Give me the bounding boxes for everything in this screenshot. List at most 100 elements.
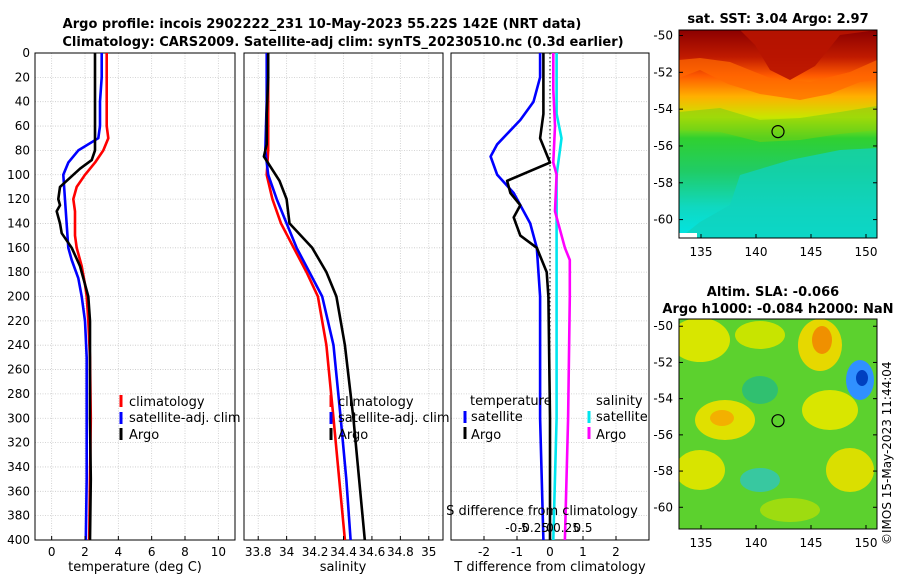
- legend-satellite: satellite-adj. clim: [338, 411, 450, 426]
- sst-argo-marker: [771, 125, 785, 139]
- x-tick-label: 0: [546, 545, 554, 559]
- y-tick-label: 140: [7, 216, 30, 230]
- temperature-series: [55, 53, 110, 541]
- map-y-tick-label: -50: [653, 29, 673, 43]
- x-tick-label: 8: [181, 545, 189, 559]
- sst-map-title: sat. SST: 3.04 Argo: 2.97: [687, 12, 868, 27]
- map-y-tick-label: -52: [653, 65, 673, 79]
- series-line-t-argo: [505, 53, 552, 540]
- x-tick-label: -2: [478, 545, 490, 559]
- y-tick-label: 40: [15, 95, 30, 109]
- legend-satellite: satellite-adj. clim: [129, 411, 241, 426]
- map-x-tick-label: 150: [855, 245, 878, 259]
- sla-anomaly: [740, 468, 780, 492]
- legend-climatology: climatology: [338, 395, 414, 410]
- y-tick-label: 240: [7, 338, 30, 352]
- x-tick-label: 1: [579, 545, 587, 559]
- sla-argo-marker: [771, 414, 785, 428]
- sst-axes-frame: [678, 29, 878, 239]
- salinity-ticks: 33.8 34 34.2 34.4 34.6 34.8 35: [245, 536, 436, 559]
- x-tick-label: 34.8: [387, 545, 414, 559]
- sst-orange-band: [679, 58, 877, 100]
- sla-axes-frame: [678, 318, 878, 530]
- sst-land-gap: [679, 233, 697, 238]
- map-y-tick-label: -60: [653, 213, 673, 227]
- y-tick-label: 300: [7, 411, 30, 425]
- salinity-series: [262, 53, 367, 541]
- sla-heatmap: [679, 319, 877, 529]
- x-tick-label: 34.2: [302, 545, 329, 559]
- temperature-axes-frame: [34, 52, 236, 541]
- map-x-tick-label: 135: [690, 245, 713, 259]
- t-difference-xlabel: T difference from climatology: [453, 560, 646, 575]
- sla-map-panel: Altim. SLA: -0.066 Argo h1000: -0.084 h2…: [653, 285, 893, 550]
- y-tick-label: 320: [7, 436, 30, 450]
- legend-s-argo: Argo: [596, 428, 626, 443]
- sla-anomaly: [679, 319, 730, 362]
- x-tick-label: 4: [115, 545, 123, 559]
- series-line-argo: [55, 53, 97, 541]
- y-tick-label: 160: [7, 241, 30, 255]
- x-tick-label: 35: [421, 545, 436, 559]
- imos-timestamp: ©IMOS 15-May-2023 11:44:04: [880, 361, 894, 545]
- y-tick-label: 340: [7, 460, 30, 474]
- sla-anomaly: [802, 390, 858, 430]
- difference-ticks: -2 -1 0 1 2-0.5-0.250 0.250.5: [478, 521, 620, 559]
- header-line-2: Climatology: CARS2009. Satellite-adj cli…: [62, 35, 623, 50]
- x-tick-label: 0: [48, 545, 56, 559]
- difference-panel: -2 -1 0 1 2-0.5-0.250 0.250.5 S difference fr…: [446, 52, 650, 575]
- x-tick-label: 6: [148, 545, 156, 559]
- s-tick-label: 0: [546, 521, 554, 535]
- map-y-tick-label: -54: [653, 102, 673, 116]
- series-line-climatology: [265, 53, 347, 541]
- map-y-tick-label: -58: [653, 464, 673, 478]
- sla-anomaly: [812, 326, 832, 354]
- series-line-s-argo: [551, 53, 572, 541]
- y-tick-label: 180: [7, 265, 30, 279]
- salinity-legend: climatology satellite-adj. clim Argo: [329, 395, 450, 443]
- s-tick-label: -0.25: [518, 521, 549, 535]
- x-tick-label: 2: [81, 545, 89, 559]
- sla-anomaly: [760, 498, 820, 522]
- sla-anomaly: [742, 376, 778, 404]
- legend-t-satellite: satellite: [471, 410, 523, 425]
- map-y-tick-label: -54: [653, 392, 673, 406]
- series-line-satellite-adj-clim: [61, 53, 103, 541]
- y-tick-label: 220: [7, 314, 30, 328]
- y-tick-label: 380: [7, 509, 30, 523]
- sst-green-band: [679, 106, 877, 142]
- sla-anomaly: [826, 448, 874, 492]
- y-tick-label: 100: [7, 168, 30, 182]
- sla-map-title-2: Argo h1000: -0.084 h2000: NaN: [662, 302, 893, 317]
- x-tick-label: -1: [511, 545, 523, 559]
- temperature-xlabel: temperature (deg C): [68, 560, 202, 575]
- sla-anomaly: [856, 370, 868, 386]
- y-tick-label: 260: [7, 363, 30, 377]
- temperature-legend: climatology satellite-adj. clim Argo: [119, 395, 241, 443]
- salinity-xlabel: salinity: [320, 560, 367, 575]
- s-tick-label: 0.5: [573, 521, 592, 535]
- s-tick-label: 0.25: [553, 521, 580, 535]
- y-tick-label: 80: [15, 143, 30, 157]
- legend-t-argo: Argo: [471, 428, 501, 443]
- salinity-panel: 33.8 34 34.2 34.4 34.6 34.8 35 salinity climat…: [243, 52, 450, 575]
- sla-map-title-1: Altim. SLA: -0.066: [707, 285, 839, 300]
- legend-s-satellite: satellite: [596, 410, 648, 425]
- y-tick-label: 60: [15, 119, 30, 133]
- series-line-argo: [262, 53, 367, 541]
- y-tick-label: 200: [7, 290, 30, 304]
- map-x-tick-label: 140: [745, 245, 768, 259]
- temperature-grid: [35, 52, 235, 541]
- x-tick-label: 10: [211, 545, 226, 559]
- series-line-t-satellite: [489, 53, 545, 541]
- y-tick-label: 400: [7, 533, 30, 547]
- legend-temperature-title: temperature: [470, 394, 552, 409]
- x-tick-label: 34.4: [330, 545, 357, 559]
- map-x-tick-label: 145: [800, 245, 823, 259]
- y-tick-label: 20: [15, 70, 30, 84]
- y-tick-label: 120: [7, 192, 30, 206]
- map-y-tick-label: -56: [653, 139, 673, 153]
- map-y-tick-label: -52: [653, 355, 673, 369]
- x-tick-label: 34.6: [359, 545, 386, 559]
